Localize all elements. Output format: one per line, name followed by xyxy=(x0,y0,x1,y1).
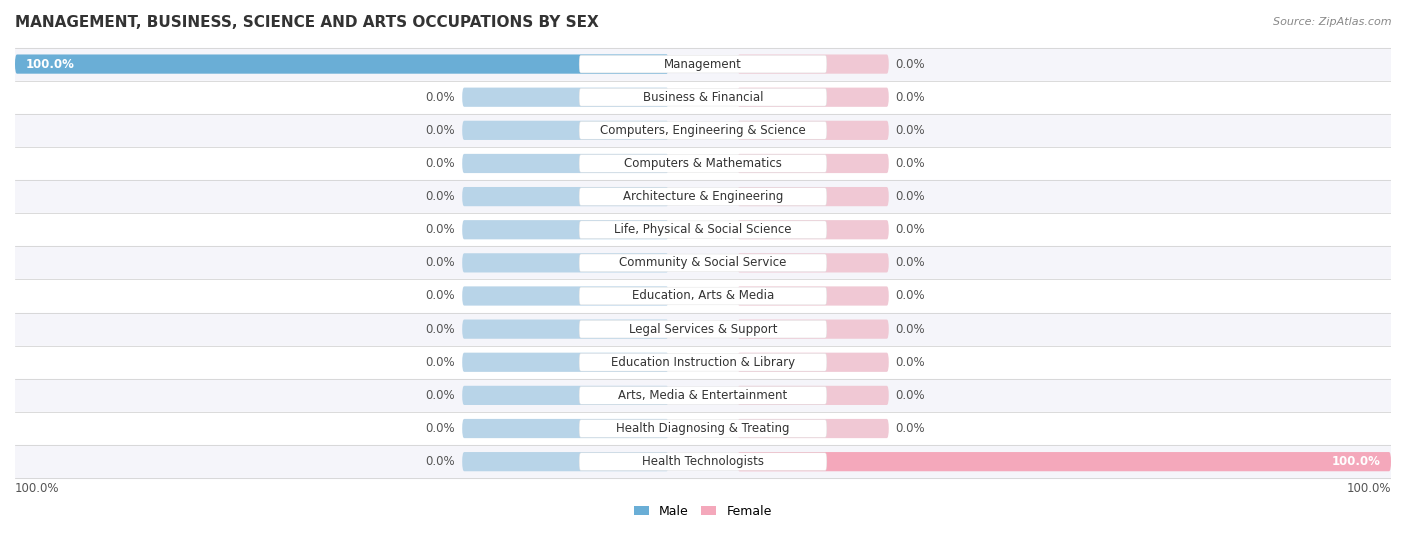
FancyBboxPatch shape xyxy=(15,54,669,74)
Bar xyxy=(15,48,1391,80)
FancyBboxPatch shape xyxy=(737,353,889,372)
Text: Computers & Mathematics: Computers & Mathematics xyxy=(624,157,782,170)
Bar xyxy=(15,412,1391,445)
Bar xyxy=(15,280,1391,312)
Text: Health Technologists: Health Technologists xyxy=(643,455,763,468)
Text: 0.0%: 0.0% xyxy=(896,422,925,435)
FancyBboxPatch shape xyxy=(463,187,669,206)
FancyBboxPatch shape xyxy=(737,320,889,339)
FancyBboxPatch shape xyxy=(579,353,827,371)
Text: Management: Management xyxy=(664,58,742,70)
Text: 0.0%: 0.0% xyxy=(426,455,456,468)
Text: Architecture & Engineering: Architecture & Engineering xyxy=(623,190,783,203)
Text: 0.0%: 0.0% xyxy=(426,124,456,137)
Legend: Male, Female: Male, Female xyxy=(630,500,776,523)
Bar xyxy=(15,445,1391,478)
Text: 0.0%: 0.0% xyxy=(896,323,925,335)
Text: 0.0%: 0.0% xyxy=(426,157,456,170)
FancyBboxPatch shape xyxy=(579,453,827,471)
Text: 100.0%: 100.0% xyxy=(25,58,75,70)
Text: Arts, Media & Entertainment: Arts, Media & Entertainment xyxy=(619,389,787,402)
Text: Community & Social Service: Community & Social Service xyxy=(619,257,787,269)
FancyBboxPatch shape xyxy=(579,88,827,106)
Text: 100.0%: 100.0% xyxy=(1347,482,1391,495)
Text: 0.0%: 0.0% xyxy=(426,257,456,269)
FancyBboxPatch shape xyxy=(737,452,1391,471)
Text: 100.0%: 100.0% xyxy=(15,482,59,495)
Bar xyxy=(15,180,1391,213)
FancyBboxPatch shape xyxy=(737,386,889,405)
FancyBboxPatch shape xyxy=(463,220,669,239)
Text: 0.0%: 0.0% xyxy=(896,91,925,104)
FancyBboxPatch shape xyxy=(463,419,669,438)
FancyBboxPatch shape xyxy=(579,420,827,437)
FancyBboxPatch shape xyxy=(579,287,827,305)
Bar xyxy=(15,80,1391,114)
Text: 0.0%: 0.0% xyxy=(426,389,456,402)
Text: 0.0%: 0.0% xyxy=(896,223,925,236)
FancyBboxPatch shape xyxy=(737,154,889,173)
Text: Education, Arts & Media: Education, Arts & Media xyxy=(631,290,775,302)
Text: 0.0%: 0.0% xyxy=(896,58,925,70)
Text: 100.0%: 100.0% xyxy=(1331,455,1381,468)
Text: Computers, Engineering & Science: Computers, Engineering & Science xyxy=(600,124,806,137)
Text: Source: ZipAtlas.com: Source: ZipAtlas.com xyxy=(1274,17,1392,27)
Text: 0.0%: 0.0% xyxy=(896,157,925,170)
FancyBboxPatch shape xyxy=(463,121,669,140)
FancyBboxPatch shape xyxy=(737,187,889,206)
Text: Education Instruction & Library: Education Instruction & Library xyxy=(612,356,794,369)
FancyBboxPatch shape xyxy=(579,55,827,73)
FancyBboxPatch shape xyxy=(579,254,827,272)
Text: 0.0%: 0.0% xyxy=(896,389,925,402)
Text: 0.0%: 0.0% xyxy=(896,190,925,203)
FancyBboxPatch shape xyxy=(463,253,669,272)
Text: Life, Physical & Social Science: Life, Physical & Social Science xyxy=(614,223,792,236)
FancyBboxPatch shape xyxy=(737,286,889,306)
Bar xyxy=(15,114,1391,147)
FancyBboxPatch shape xyxy=(463,452,669,471)
Text: 0.0%: 0.0% xyxy=(896,257,925,269)
FancyBboxPatch shape xyxy=(579,121,827,139)
Text: 0.0%: 0.0% xyxy=(426,290,456,302)
FancyBboxPatch shape xyxy=(463,320,669,339)
Text: Legal Services & Support: Legal Services & Support xyxy=(628,323,778,335)
Text: Business & Financial: Business & Financial xyxy=(643,91,763,104)
FancyBboxPatch shape xyxy=(737,220,889,239)
Text: 0.0%: 0.0% xyxy=(426,356,456,369)
FancyBboxPatch shape xyxy=(579,155,827,172)
FancyBboxPatch shape xyxy=(737,253,889,272)
FancyBboxPatch shape xyxy=(463,286,669,306)
Text: 0.0%: 0.0% xyxy=(426,422,456,435)
Bar xyxy=(15,247,1391,280)
FancyBboxPatch shape xyxy=(737,88,889,107)
Bar xyxy=(15,213,1391,247)
Text: 0.0%: 0.0% xyxy=(896,290,925,302)
Text: MANAGEMENT, BUSINESS, SCIENCE AND ARTS OCCUPATIONS BY SEX: MANAGEMENT, BUSINESS, SCIENCE AND ARTS O… xyxy=(15,15,599,30)
FancyBboxPatch shape xyxy=(579,221,827,239)
FancyBboxPatch shape xyxy=(579,320,827,338)
Text: 0.0%: 0.0% xyxy=(426,91,456,104)
FancyBboxPatch shape xyxy=(463,353,669,372)
FancyBboxPatch shape xyxy=(463,88,669,107)
Bar xyxy=(15,379,1391,412)
Bar xyxy=(15,345,1391,379)
FancyBboxPatch shape xyxy=(737,419,889,438)
FancyBboxPatch shape xyxy=(579,387,827,404)
Text: 0.0%: 0.0% xyxy=(426,223,456,236)
FancyBboxPatch shape xyxy=(463,386,669,405)
Text: Health Diagnosing & Treating: Health Diagnosing & Treating xyxy=(616,422,790,435)
Bar xyxy=(15,312,1391,345)
FancyBboxPatch shape xyxy=(737,121,889,140)
Bar xyxy=(15,147,1391,180)
FancyBboxPatch shape xyxy=(737,54,889,74)
Text: 0.0%: 0.0% xyxy=(426,190,456,203)
Text: 0.0%: 0.0% xyxy=(896,124,925,137)
Text: 0.0%: 0.0% xyxy=(426,323,456,335)
FancyBboxPatch shape xyxy=(463,154,669,173)
Text: 0.0%: 0.0% xyxy=(896,356,925,369)
FancyBboxPatch shape xyxy=(579,188,827,206)
